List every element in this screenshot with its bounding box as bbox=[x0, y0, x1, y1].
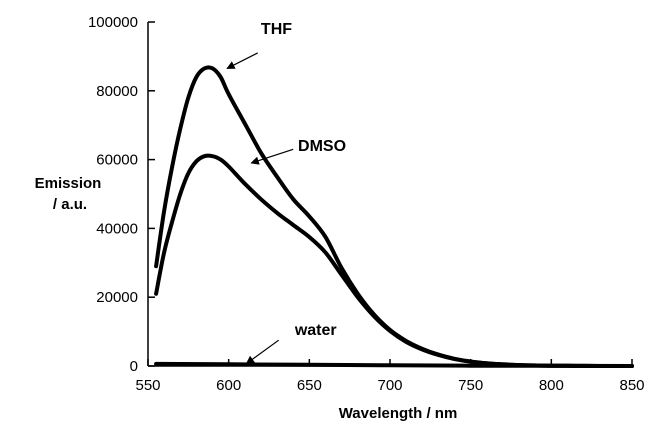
x-axis-title: Wavelength / nm bbox=[339, 405, 458, 422]
y-tick-label: 0 bbox=[130, 358, 138, 375]
y-tick-label: 100000 bbox=[88, 14, 138, 31]
series-line-dmso bbox=[154, 153, 634, 368]
x-tick-label: 850 bbox=[619, 377, 644, 394]
axes: 550 600 650 700 750 800 850 0 20000 40000 60000 800… bbox=[88, 14, 645, 394]
x-tick-label: 650 bbox=[297, 377, 322, 394]
x-tick-label: 700 bbox=[377, 377, 402, 394]
annotation-arrow-thf bbox=[226, 52, 258, 69]
y-axis-title-line2: / a.u. bbox=[53, 196, 87, 213]
y-axis-title-line1: Emission bbox=[35, 175, 102, 192]
y-tick-label: 60000 bbox=[96, 152, 138, 169]
series-line-water bbox=[154, 361, 634, 368]
y-tick-label: 20000 bbox=[96, 289, 138, 306]
y-tick-label: 80000 bbox=[96, 83, 138, 100]
x-tick-label: 600 bbox=[216, 377, 241, 394]
annotation-label-thf: THF bbox=[261, 21, 292, 38]
annotation-layer: THF DMSO water bbox=[226, 21, 346, 365]
annotation-arrow-dmso bbox=[250, 148, 294, 165]
series-line-thf bbox=[154, 65, 634, 368]
series-layer bbox=[154, 65, 634, 368]
x-tick-label: 550 bbox=[135, 377, 160, 394]
x-tick-label: 750 bbox=[458, 377, 483, 394]
x-tick-label: 800 bbox=[539, 377, 564, 394]
annotation-label-water: water bbox=[294, 322, 337, 339]
annotation-label-dmso: DMSO bbox=[298, 138, 346, 155]
annotation-arrow-water bbox=[245, 339, 280, 365]
y-tick-label: 40000 bbox=[96, 220, 138, 237]
